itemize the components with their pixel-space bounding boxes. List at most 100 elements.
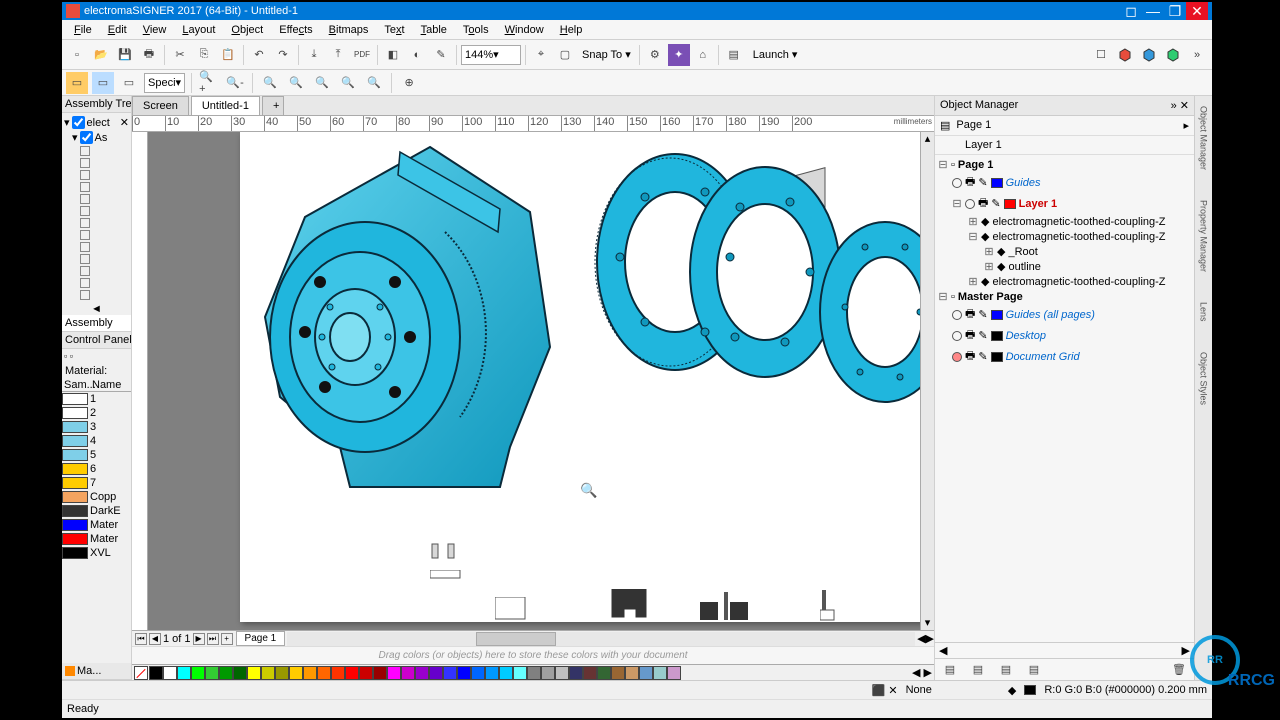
tab-new[interactable]: +	[262, 96, 284, 115]
home-button[interactable]: ⌂	[692, 44, 714, 66]
color-swatch[interactable]	[401, 666, 415, 680]
paste-button[interactable]: 📋	[217, 44, 239, 66]
options-button[interactable]: ⚙	[644, 44, 666, 66]
layer-tree[interactable]: ⊟▫Page 1 🖶✎Guides ⊟🖶✎Layer 1 ⊞◆electroma…	[935, 155, 1194, 642]
menu-table[interactable]: Table	[413, 22, 455, 38]
copy-button[interactable]: ⎘	[193, 44, 215, 66]
zoom-page-icon[interactable]: 🔍	[311, 72, 333, 94]
color-swatch[interactable]	[625, 666, 639, 680]
menu-object[interactable]: Object	[223, 22, 271, 38]
menu-layout[interactable]: Layout	[174, 22, 223, 38]
color-swatch[interactable]	[387, 666, 401, 680]
color-swatch[interactable]	[331, 666, 345, 680]
snap-a[interactable]: ⌖	[530, 44, 552, 66]
menu-file[interactable]: File	[66, 22, 100, 38]
spec-dropdown[interactable]: Speci ▾	[144, 73, 185, 93]
tool-c[interactable]: ✎	[430, 44, 452, 66]
vertical-scrollbar[interactable]: ▴ ▾	[920, 132, 934, 630]
material-row[interactable]: 6	[62, 462, 131, 476]
zoom-height-icon[interactable]: 🔍	[363, 72, 385, 94]
purple-button[interactable]: ✦	[668, 44, 690, 66]
zoom-out-icon[interactable]: 🔍-	[224, 72, 246, 94]
color-swatch[interactable]	[443, 666, 457, 680]
material-row[interactable]: 1	[62, 392, 131, 406]
cut-button[interactable]: ✂	[169, 44, 191, 66]
color-swatch[interactable]	[289, 666, 303, 680]
color-swatch[interactable]	[527, 666, 541, 680]
color-swatch[interactable]	[499, 666, 513, 680]
print-button[interactable]: 🖶	[138, 44, 160, 66]
color-swatch[interactable]	[583, 666, 597, 680]
color-swatch[interactable]	[247, 666, 261, 680]
redo-button[interactable]: ↷	[272, 44, 294, 66]
add-icon[interactable]: ⊕	[398, 72, 420, 94]
sidetab-os[interactable]: Object Styles	[1199, 352, 1209, 405]
rect-thumb3[interactable]: ▭	[118, 72, 140, 94]
color-swatch[interactable]	[667, 666, 681, 680]
material-row[interactable]: 4	[62, 434, 131, 448]
tool-b[interactable]: ◐	[406, 44, 428, 66]
om-btn3[interactable]: ▤	[995, 659, 1017, 681]
material-row[interactable]: 5	[62, 448, 131, 462]
cube-green[interactable]	[1162, 44, 1184, 66]
color-swatch[interactable]	[149, 666, 163, 680]
last-page[interactable]: ⏭	[207, 633, 219, 645]
om-btn1[interactable]: ▤	[939, 659, 961, 681]
color-swatch[interactable]	[457, 666, 471, 680]
menu-text[interactable]: Text	[376, 22, 412, 38]
tab-untitled[interactable]: Untitled-1	[191, 96, 260, 115]
minimize-button[interactable]: —	[1142, 2, 1164, 20]
color-swatch[interactable]	[597, 666, 611, 680]
launch-menu[interactable]: Launch ▾	[747, 46, 804, 63]
color-swatch[interactable]	[555, 666, 569, 680]
om-btn2[interactable]: ▤	[967, 659, 989, 681]
zoom-in-icon[interactable]: 🔍+	[198, 72, 220, 94]
color-swatch[interactable]	[569, 666, 583, 680]
page-tab[interactable]: Page 1	[236, 631, 286, 646]
material-row[interactable]: Mater	[62, 532, 131, 546]
zoom-all-icon[interactable]: 🔍	[285, 72, 307, 94]
tree-check[interactable]	[80, 131, 93, 144]
import-button[interactable]: ⤓	[303, 44, 325, 66]
color-swatch[interactable]	[261, 666, 275, 680]
color-swatch[interactable]	[219, 666, 233, 680]
tab-screen[interactable]: Screen	[132, 96, 189, 115]
om-btn4[interactable]: ▤	[1023, 659, 1045, 681]
color-swatch[interactable]	[233, 666, 247, 680]
menu-tools[interactable]: Tools	[455, 22, 497, 38]
zoom-width-icon[interactable]: 🔍	[337, 72, 359, 94]
export-button[interactable]: ⤒	[327, 44, 349, 66]
launch-icon[interactable]: ▤	[723, 44, 745, 66]
sidetab-pm[interactable]: Property Manager	[1199, 200, 1209, 272]
horizontal-scrollbar[interactable]	[287, 632, 915, 646]
add-page[interactable]: +	[221, 633, 233, 645]
pdf-button[interactable]: PDF	[351, 44, 373, 66]
material-row[interactable]: XVL	[62, 546, 131, 560]
color-swatch[interactable]	[191, 666, 205, 680]
open-button[interactable]: 📂	[90, 44, 112, 66]
color-swatch[interactable]	[275, 666, 289, 680]
menu-window[interactable]: Window	[497, 22, 552, 38]
menu-effects[interactable]: Effects	[271, 22, 320, 38]
tool-a[interactable]: ◧	[382, 44, 404, 66]
undo-button[interactable]: ↶	[248, 44, 270, 66]
zoom-sel-icon[interactable]: 🔍	[259, 72, 281, 94]
checkbox-tool[interactable]: ☐	[1090, 44, 1112, 66]
assembly-tree[interactable]: ▾elect✕ ▾As	[62, 113, 131, 303]
color-swatch[interactable]	[177, 666, 191, 680]
color-swatch[interactable]	[415, 666, 429, 680]
paper-area[interactable]: 🔍	[148, 132, 934, 630]
material-row[interactable]: 2	[62, 406, 131, 420]
close-button[interactable]: ✕	[1186, 2, 1208, 20]
color-swatch[interactable]	[317, 666, 331, 680]
material-row[interactable]: Mater	[62, 518, 131, 532]
rect-thumb[interactable]: ▭	[66, 72, 88, 94]
zoom-level[interactable]: 144% ▾	[461, 45, 521, 65]
user-icon[interactable]: ◻	[1120, 2, 1142, 20]
menu-bitmaps[interactable]: Bitmaps	[321, 22, 377, 38]
menu-help[interactable]: Help	[552, 22, 591, 38]
save-button[interactable]: 💾	[114, 44, 136, 66]
color-swatch[interactable]	[653, 666, 667, 680]
maximize-button[interactable]: ❐	[1164, 2, 1186, 20]
color-swatch[interactable]	[345, 666, 359, 680]
